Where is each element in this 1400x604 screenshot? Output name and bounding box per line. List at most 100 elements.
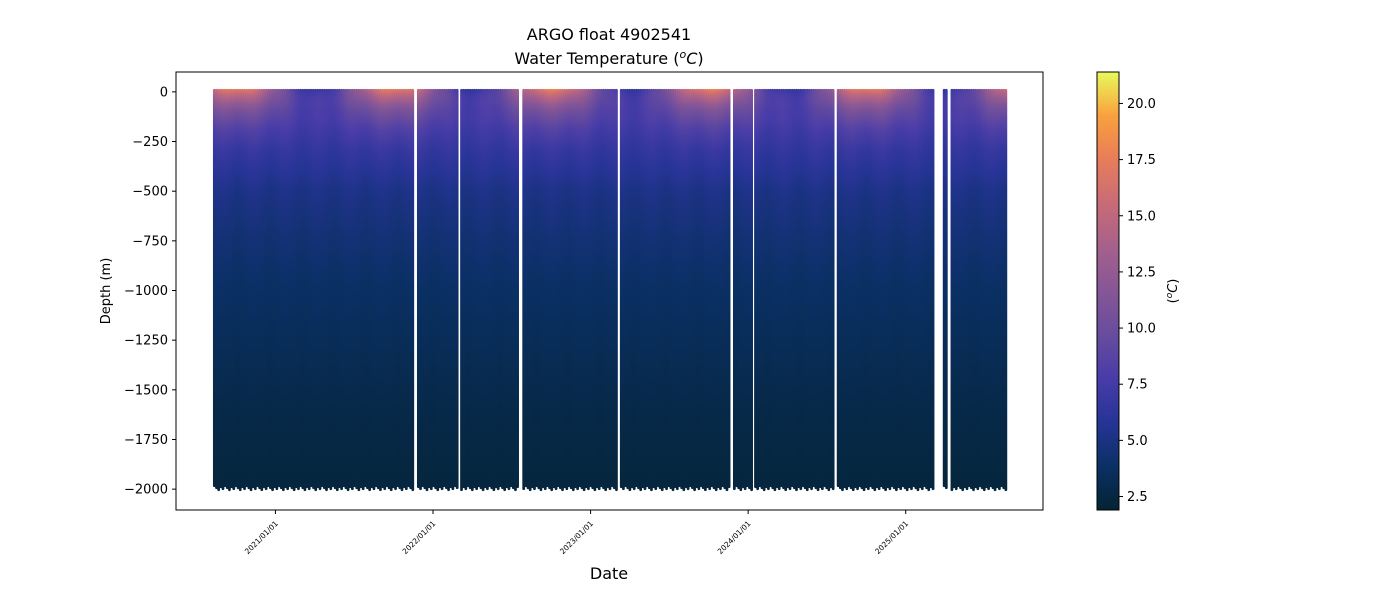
profile-column — [385, 88, 389, 488]
profile-column — [756, 88, 760, 491]
profile-column — [432, 88, 435, 488]
profile-column — [954, 88, 958, 491]
profile-column — [266, 88, 270, 488]
profile-column — [483, 88, 487, 489]
profile-column — [769, 88, 772, 488]
x-tick-label: 2022/01/01 — [400, 519, 437, 556]
profile-column — [875, 88, 879, 489]
profile-column — [419, 88, 422, 491]
profile-column — [576, 88, 579, 491]
profile-column — [516, 88, 519, 489]
profile-column — [610, 88, 614, 488]
profile-column — [589, 88, 592, 488]
profile-column — [253, 88, 257, 491]
profile-column — [215, 88, 218, 490]
profile-column — [574, 88, 577, 489]
profile-column — [699, 88, 703, 488]
y-tick-label: −1750 — [124, 433, 168, 448]
profile-column — [505, 88, 509, 489]
profile-column — [897, 88, 900, 489]
profile-column — [258, 88, 262, 490]
profile-column — [836, 88, 840, 488]
profile-column — [366, 88, 369, 490]
profile-column — [436, 88, 440, 492]
profile-column — [442, 88, 446, 488]
profile-column — [359, 88, 363, 489]
colorbar — [1096, 71, 1120, 511]
y-tick-label: −1000 — [124, 284, 168, 299]
profile-column — [1002, 88, 1006, 490]
profile-column — [597, 88, 601, 491]
profile-column — [814, 88, 818, 490]
profile-column — [680, 88, 684, 490]
profile-column — [580, 88, 584, 490]
profile-column — [797, 88, 801, 489]
profile-column — [669, 88, 673, 490]
profile-column — [535, 88, 539, 488]
profile-column — [526, 88, 530, 490]
profile-column — [219, 88, 223, 489]
profile-column — [959, 88, 962, 490]
profile-column — [706, 88, 709, 489]
colorbar-tick-label: 15.0 — [1127, 209, 1156, 224]
profile-column — [407, 88, 410, 488]
profile-column — [656, 88, 660, 488]
colorbar-tick-label: 2.5 — [1127, 490, 1148, 505]
profile-column — [864, 88, 868, 489]
profile-column — [539, 88, 543, 492]
profile-column — [297, 88, 300, 491]
profile-column — [445, 88, 448, 490]
profile-column — [361, 88, 365, 491]
profile-column — [546, 88, 549, 488]
profile-column — [745, 88, 749, 488]
profile-column — [329, 88, 333, 491]
profile-column — [877, 88, 881, 491]
profile-column — [775, 88, 779, 489]
profile-column — [314, 88, 318, 492]
x-tick-label: 2021/01/01 — [243, 519, 280, 556]
y-axis-label: Depth (m) — [99, 258, 114, 325]
profile-column — [632, 88, 636, 491]
profile-column — [599, 88, 603, 488]
profile-column — [245, 88, 249, 488]
profile-column — [691, 88, 694, 490]
profile-column — [697, 88, 701, 491]
profile-column — [509, 88, 513, 488]
profile-column — [645, 88, 649, 488]
profile-column — [688, 88, 692, 488]
chart-title-line2: Water Temperature (oC) — [514, 48, 703, 69]
profile-column — [767, 88, 770, 491]
profile-column — [335, 88, 339, 492]
profile-column — [1004, 88, 1008, 492]
profile-column — [841, 88, 844, 492]
profile-column — [665, 88, 668, 491]
colorbar-tick-label: 12.5 — [1127, 265, 1156, 280]
profile-column — [860, 88, 864, 490]
profile-column — [284, 88, 287, 489]
profile-column — [825, 88, 829, 490]
profile-column — [438, 88, 442, 489]
profile-column — [423, 88, 427, 490]
profile-column — [604, 88, 608, 492]
profile-column — [967, 88, 971, 488]
profile-column — [929, 88, 933, 489]
profile-column — [355, 88, 359, 490]
profile-column — [475, 88, 479, 491]
profile-column — [470, 88, 474, 492]
profile-column — [801, 88, 805, 488]
y-axis: 0 −250 −500 −750 −1000 −1250 −1500 −1750 −2000 — [124, 85, 176, 498]
profile-column — [381, 88, 384, 489]
profile-column — [394, 88, 397, 491]
profile-column — [449, 88, 453, 489]
profile-column — [318, 88, 322, 491]
profile-column — [260, 88, 264, 492]
profile-column — [886, 88, 890, 489]
profile-column — [615, 88, 618, 492]
profile-column — [473, 88, 476, 489]
profile-column — [678, 88, 681, 488]
profile-column — [871, 88, 875, 490]
profile-column — [784, 88, 788, 492]
profile-column — [256, 88, 259, 488]
profile-column — [944, 88, 948, 490]
x-tick-label: 2025/01/01 — [873, 519, 910, 556]
